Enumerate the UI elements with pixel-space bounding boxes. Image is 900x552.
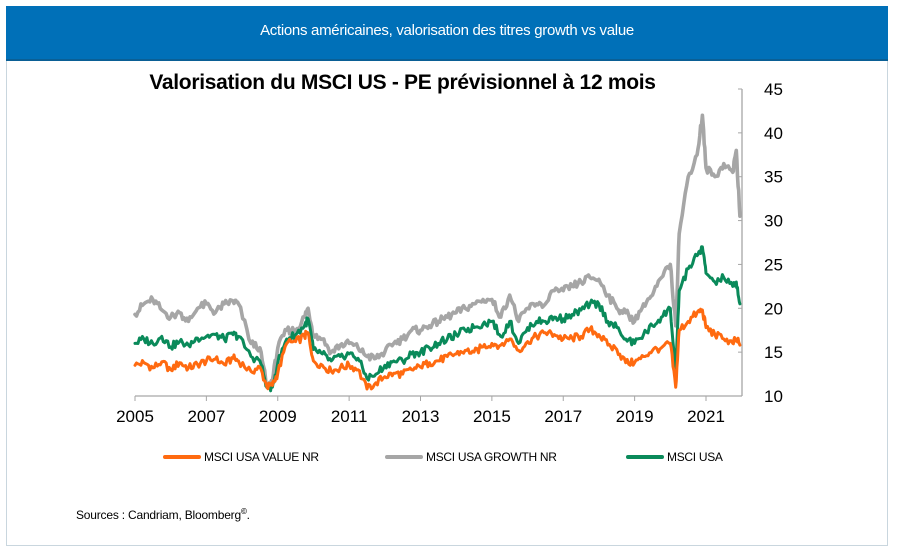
x-tick-label: 2015 bbox=[473, 407, 511, 426]
chart-title: Valorisation du MSCI US - PE prévisionne… bbox=[149, 71, 656, 94]
legend-swatch-value bbox=[163, 455, 201, 459]
source-note: Sources : Candriam, Bloomberg©. bbox=[76, 507, 250, 522]
source-end: . bbox=[246, 508, 250, 522]
y-tick-label: 15 bbox=[764, 343, 783, 362]
series-line-msci-usa-growth-nr bbox=[133, 113, 742, 390]
series-group bbox=[133, 113, 742, 393]
x-tick-label: 2011 bbox=[331, 407, 368, 426]
x-tick-label: 2007 bbox=[187, 407, 225, 426]
series-line-msci-usa-value-nr bbox=[133, 307, 742, 391]
x-tick-label: 2013 bbox=[402, 407, 440, 426]
source-text: Sources : Candriam, Bloomberg bbox=[76, 508, 241, 522]
legend-item-growth: MSCI USA GROWTH NR bbox=[385, 450, 557, 464]
x-tick-label: 2017 bbox=[544, 407, 582, 426]
panel-header: Actions américaines, valorisation des ti… bbox=[6, 6, 888, 61]
y-tick-label: 25 bbox=[764, 255, 783, 274]
y-tick-label: 20 bbox=[764, 299, 783, 318]
legend-label-value: MSCI USA VALUE NR bbox=[204, 450, 319, 464]
y-tick-label: 35 bbox=[764, 168, 783, 187]
legend-item-value: MSCI USA VALUE NR bbox=[163, 450, 319, 464]
legend-item-msci-usa: MSCI USA bbox=[626, 450, 723, 464]
x-tick-label: 2005 bbox=[116, 407, 154, 426]
x-tick-label: 2009 bbox=[259, 407, 297, 426]
legend-label-growth: MSCI USA GROWTH NR bbox=[426, 450, 557, 464]
panel-frame bbox=[6, 6, 888, 546]
x-tick-label: 2019 bbox=[616, 407, 654, 426]
y-tick-label: 40 bbox=[764, 124, 783, 143]
y-tick-label: 45 bbox=[764, 80, 783, 99]
copyright-mark: © bbox=[240, 507, 247, 516]
y-tick-label: 30 bbox=[764, 212, 783, 231]
legend-swatch-msci-usa bbox=[626, 455, 664, 459]
panel-header-title: Actions américaines, valorisation des ti… bbox=[260, 22, 634, 39]
legend-label-msci-usa: MSCI USA bbox=[667, 450, 723, 464]
axes: 10 15 20 25 30 35 40 45 2005 2007 2009 2011 2013 2015… bbox=[116, 80, 783, 426]
x-tick-label: 2021 bbox=[687, 407, 725, 426]
y-tick-label: 10 bbox=[764, 387, 783, 406]
legend-swatch-growth bbox=[385, 455, 423, 459]
series-line-msci-usa bbox=[133, 245, 742, 393]
